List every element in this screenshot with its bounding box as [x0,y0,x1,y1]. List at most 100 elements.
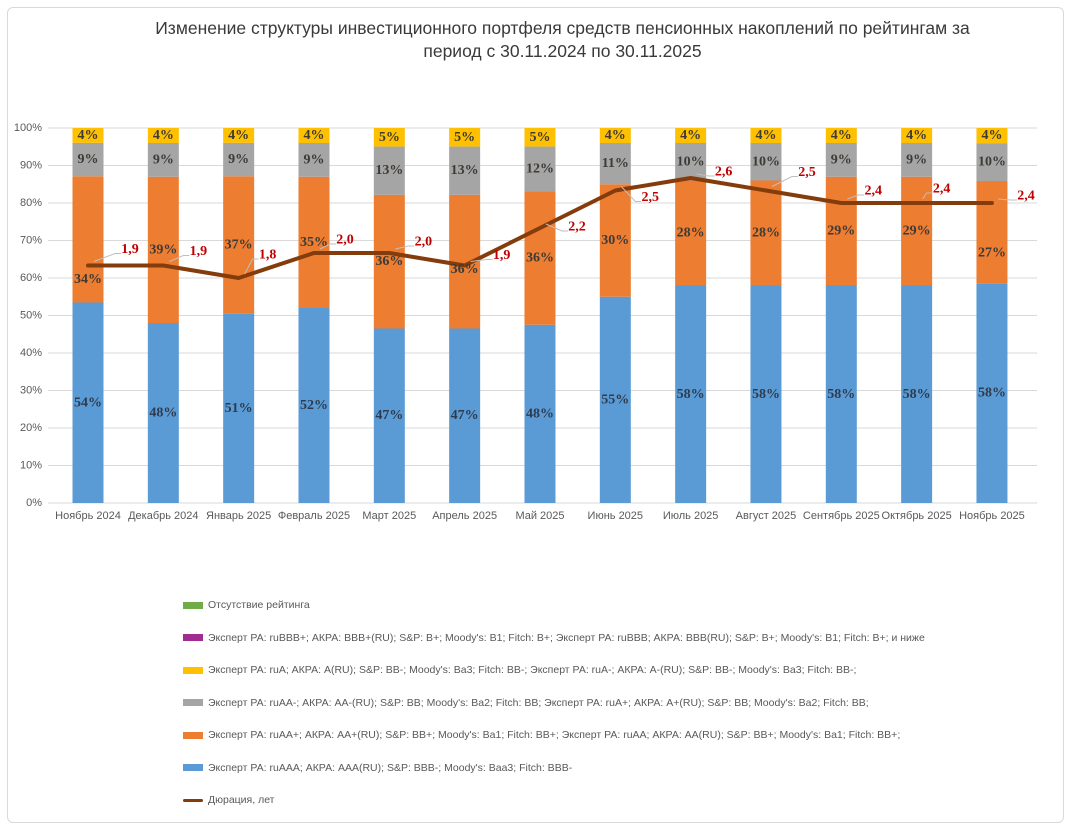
bar-data-label: 58% [752,387,780,402]
label-leader-line [922,192,933,200]
y-axis-tick: 90% [20,160,42,172]
y-axis-tick: 50% [20,310,42,322]
bar-data-label: 4% [153,128,174,143]
bar-data-label: 5% [454,130,475,145]
bar-data-label: 55% [601,392,629,407]
x-axis-label: Октябрь 2025 [882,510,952,522]
bar-data-label: 48% [149,406,177,421]
bar-segment [825,143,857,177]
bar-data-label: 36% [451,262,479,277]
duration-data-label: 2,2 [568,220,586,235]
bar-segment [373,146,405,195]
duration-data-label: 2,5 [798,165,816,180]
bar-segment [675,285,707,503]
bar-data-label: 30% [601,233,629,248]
bar-segment [72,128,104,143]
label-leader-line [545,223,568,232]
bar-segment [72,302,104,503]
x-axis-label: Февраль 2025 [278,510,350,522]
duration-data-label: 1,9 [190,244,208,259]
bar-segment [976,181,1008,284]
bar-data-label: 29% [827,224,855,239]
bar-segment [976,283,1008,503]
bar-data-label: 35% [300,235,328,250]
legend-item-label: Эксперт РА: ruAA-; АКРА: AA-(RU); S&P: B… [208,696,869,709]
bar-data-label: 58% [677,387,705,402]
plot-area: 0% 10% 20% 30% 40% 50% 60% 70% 80% 90% 100% Ноябрь … [14,122,1037,522]
bar-data-label: 36% [526,250,554,265]
legend-color-swatch-icon [183,634,203,641]
bar-segment [599,184,631,297]
legend-item-label: Эксперт РА: ruAAA; АКРА: AAA(RU); S&P: B… [208,761,573,774]
bar-segment [223,313,255,503]
bar-segment [298,176,330,308]
bar-data-label: 52% [300,398,328,413]
bar-data-label: 47% [451,408,479,423]
bar-data-label: 4% [228,128,249,143]
bar-data-label: 10% [752,154,780,169]
bar-segment [675,128,707,143]
bar-segment [223,142,255,177]
label-leader-line [169,255,190,262]
bar-data-label: 5% [379,130,400,145]
bar-data-label: 12% [526,161,554,176]
legend-item: Эксперт РА: ruAA+; АКРА: AA+(RU); S&P: B… [183,728,900,742]
x-axis-label: Январь 2025 [206,510,271,522]
bar-data-label: 58% [978,386,1006,401]
x-axis-label: Сентябрь 2025 [803,510,880,522]
chart-title-line2: период с 30.11.2024 по 30.11.2025 [423,41,702,61]
bar-data-label: 13% [375,163,403,178]
legend-line-swatch-icon [183,798,203,802]
bar-segment [976,128,1008,144]
bar-segment [976,143,1008,182]
x-axis-label: Ноябрь 2024 [55,510,121,522]
bar-data-label: 47% [375,408,403,423]
label-leader-line [997,198,1017,201]
bar-segment [750,285,782,503]
legend-item: Дюрация, лет [183,793,275,807]
legend-item: Эксперт РА: ruAAA; АКРА: AAA(RU); S&P: B… [183,761,572,775]
bar-segment [750,180,782,286]
bar-segment [147,323,179,503]
bar-data-label: 4% [831,128,852,143]
duration-data-label: 2,0 [336,233,354,248]
bar-data-label: 9% [78,152,99,167]
legend-item-label: Дюрация, лет [208,794,275,806]
bar-data-label: 34% [74,272,102,287]
bar-segment [449,128,481,147]
legend-item: Эксперт РА: ruAA-; АКРА: AA-(RU); S&P: B… [183,696,869,710]
bar-segment [524,146,556,192]
legend-item: Эксперт РА: ruA; АКРА: A(RU); S&P: BB-; … [183,663,856,677]
x-axis-label: Июнь 2025 [588,510,644,522]
y-axis-tick: 20% [20,422,42,434]
bar-segment [147,128,179,143]
bar-segment [147,143,179,177]
x-axis-label: Март 2025 [362,510,416,522]
label-leader-line [395,245,415,250]
x-axis-label: Май 2025 [515,510,564,522]
bar-segment [449,328,481,503]
bar-segment [901,176,933,286]
x-axis-label: Август 2025 [736,510,797,522]
legend-color-swatch-icon [183,764,203,771]
bar-segment [901,285,933,503]
bar-data-label: 28% [752,226,780,241]
y-axis-tick: 10% [20,460,42,472]
chart-title: Изменение структуры инвестиционного порт… [54,17,1071,63]
bar-data-label: 10% [677,154,705,169]
bar-data-label: 36% [375,254,403,269]
bar-segment [599,143,631,185]
bar-data-label: 4% [755,128,776,143]
bar-data-label: 51% [225,401,253,416]
bar-segment [223,128,255,143]
bar-data-label: 4% [605,128,626,143]
bar-segment [223,176,255,314]
legend-item-label: Отсутствие рейтинга [208,599,310,611]
label-leader-line [93,253,121,262]
bar-data-label: 27% [978,246,1006,261]
bar-data-label: 39% [149,242,177,257]
bar-segment [449,146,481,195]
duration-data-label: 1,9 [121,242,139,257]
bar-data-label: 9% [153,152,174,167]
duration-data-label: 1,9 [493,248,511,263]
